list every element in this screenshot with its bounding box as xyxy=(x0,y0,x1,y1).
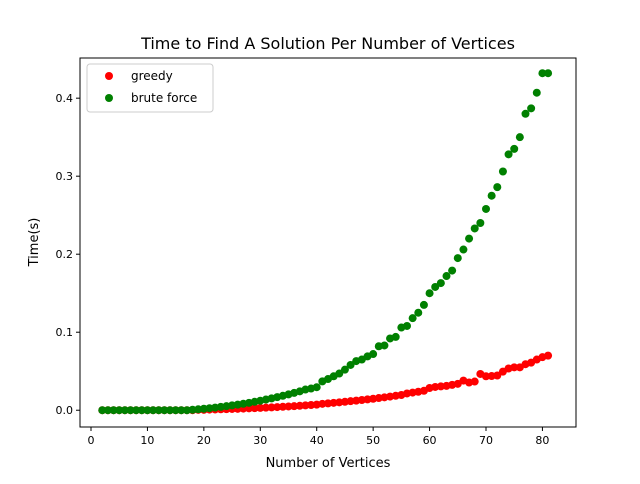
x-tick-label: 70 xyxy=(479,434,493,447)
data-point xyxy=(510,363,519,372)
data-point xyxy=(109,406,118,415)
data-point xyxy=(402,321,411,330)
data-point xyxy=(431,282,440,291)
data-point xyxy=(160,406,169,415)
x-tick-label: 20 xyxy=(197,434,211,447)
x-axis-label: Number of Vertices xyxy=(266,456,391,471)
data-point xyxy=(481,204,490,213)
data-point xyxy=(346,360,355,369)
legend-box xyxy=(86,63,214,113)
x-tick-label: 0 xyxy=(88,434,95,447)
x-tick-label: 40 xyxy=(310,434,324,447)
x-tick-label: 80 xyxy=(535,434,549,447)
data-point xyxy=(115,406,124,415)
x-tick-label: 60 xyxy=(423,434,437,447)
data-point xyxy=(527,104,536,113)
data-point xyxy=(369,350,378,359)
legend-marker xyxy=(105,72,113,80)
data-point xyxy=(103,406,112,415)
data-point xyxy=(284,402,293,411)
x-tick-label: 10 xyxy=(140,434,154,447)
data-point xyxy=(476,218,485,227)
data-point xyxy=(465,234,474,243)
series-brute-force xyxy=(98,69,553,415)
data-point xyxy=(470,224,479,233)
data-point xyxy=(380,341,389,350)
data-point xyxy=(177,406,186,415)
data-point xyxy=(493,183,502,192)
data-point xyxy=(470,377,479,386)
data-point xyxy=(132,406,141,415)
legend-label: greedy xyxy=(131,69,173,83)
data-point xyxy=(137,406,146,415)
y-tick-label: 0.1 xyxy=(56,326,74,339)
legend-label: brute force xyxy=(131,91,197,105)
x-tick-label: 50 xyxy=(366,434,380,447)
data-point xyxy=(256,403,265,412)
data-point xyxy=(448,266,457,275)
data-point xyxy=(340,365,349,374)
data-point xyxy=(436,279,445,288)
data-point xyxy=(278,402,287,411)
y-tick-label: 0.4 xyxy=(56,92,74,105)
y-axis-label: Time(s) xyxy=(27,218,42,268)
data-point xyxy=(419,300,428,309)
plot-area: 0 10 20 30 40 50 60 70 80 0.0 0.1 0.2 0.3 0.4 xyxy=(56,57,577,447)
data-point xyxy=(312,383,321,392)
data-point xyxy=(515,133,524,142)
data-point xyxy=(126,406,135,415)
data-point xyxy=(487,191,496,200)
data-point xyxy=(273,403,282,412)
axes-frame xyxy=(79,57,577,428)
data-point xyxy=(510,144,519,153)
legend: greedy brute force xyxy=(86,63,214,113)
data-point xyxy=(459,245,468,254)
data-point xyxy=(498,167,507,176)
data-point xyxy=(493,371,502,380)
data-point xyxy=(544,69,553,78)
legend-marker xyxy=(105,94,113,102)
data-point xyxy=(261,403,270,412)
data-point xyxy=(120,406,129,415)
data-point xyxy=(149,406,158,415)
data-point xyxy=(245,404,254,413)
data-point xyxy=(538,69,547,78)
y-tick-label: 0.2 xyxy=(56,248,74,261)
data-point xyxy=(154,406,163,415)
y-tick-label: 0.3 xyxy=(56,170,74,183)
data-point xyxy=(481,372,490,381)
data-point xyxy=(453,254,462,263)
data-point xyxy=(267,403,276,412)
data-point xyxy=(544,351,553,360)
data-point xyxy=(408,314,417,323)
data-point xyxy=(425,289,434,298)
x-tick-label: 30 xyxy=(253,434,267,447)
chart-title: Time to Find A Solution Per Number of Ve… xyxy=(140,34,515,53)
data-point xyxy=(391,332,400,341)
data-point xyxy=(442,272,451,281)
data-point xyxy=(504,150,513,159)
data-point xyxy=(250,404,259,413)
y-tick-label: 0.0 xyxy=(56,404,74,417)
data-point xyxy=(521,109,530,118)
data-point xyxy=(171,406,180,415)
data-point xyxy=(98,406,107,415)
data-point xyxy=(532,88,541,97)
data-point xyxy=(335,369,344,378)
data-point xyxy=(143,406,152,415)
data-point xyxy=(414,308,423,317)
data-point xyxy=(166,406,175,415)
